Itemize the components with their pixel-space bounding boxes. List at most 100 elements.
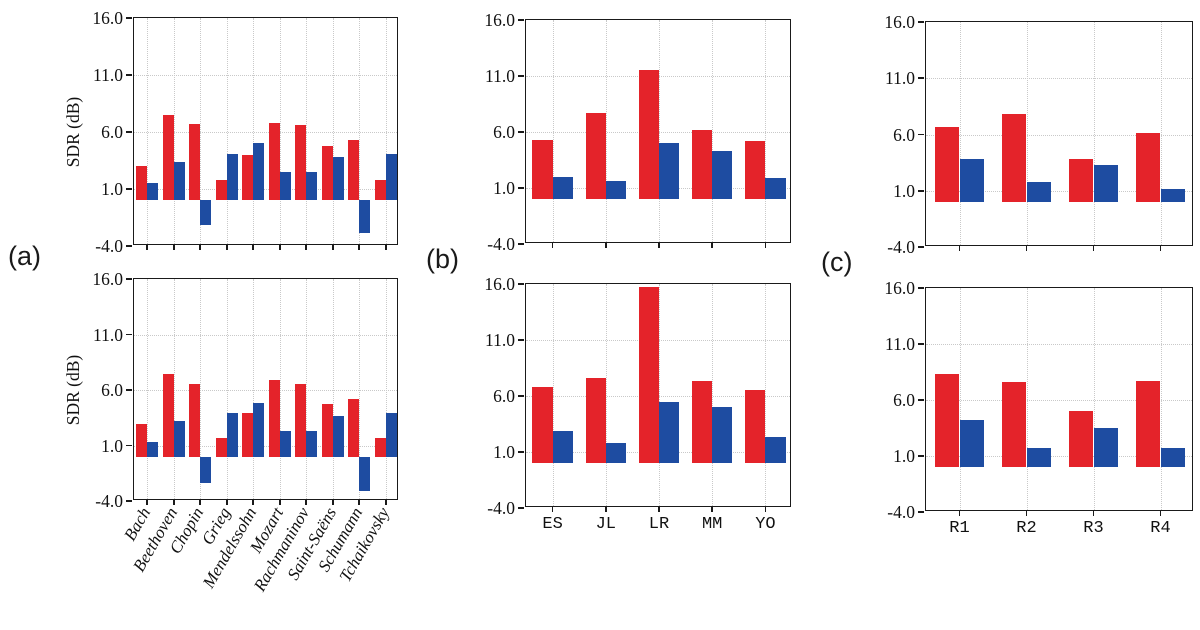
bar-blue: [226, 153, 238, 201]
x-tick-mark: [305, 499, 308, 505]
y-tick-mark: [518, 283, 524, 285]
bar-blue: [253, 403, 265, 457]
chart-b-bottom-subjects: -4.0 1.0 6.0 11.0 16.0 ES JL LR MM YO: [484, 274, 791, 534]
x-tick-mark: [358, 499, 361, 505]
chart-c-top-recordings: -4.0 1.0 6.0 11.0 16.0: [884, 12, 1193, 257]
gridline-vertical: [253, 18, 255, 244]
x-tick-mark: [172, 499, 175, 505]
bar-blue: [1026, 448, 1052, 468]
x-tick-mark: [551, 506, 554, 512]
y-tick-label: 11.0: [885, 334, 915, 354]
bar-blue: [1093, 164, 1119, 202]
bar-red: [638, 70, 659, 200]
bar-blue: [173, 161, 185, 201]
bar-blue: [659, 401, 680, 464]
x-tick-mark: [711, 506, 713, 512]
x-tick-label: JL: [595, 515, 616, 534]
bar-blue: [200, 200, 212, 226]
gridline-vertical: [765, 284, 767, 506]
x-tick-mark: [551, 242, 554, 248]
x-tick-mark: [958, 510, 961, 516]
bar-red: [585, 378, 606, 464]
gridline-vertical: [1093, 22, 1095, 245]
bar-red: [745, 140, 766, 200]
y-tick-mark: [518, 507, 524, 509]
y-tick-label: 16.0: [484, 274, 515, 294]
gridline-vertical: [1026, 288, 1028, 510]
gridline-vertical: [226, 279, 228, 499]
x-tick-mark: [605, 506, 607, 512]
gridline-vertical: [765, 20, 767, 242]
y-tick-mark: [918, 189, 924, 192]
x-tick-label: R1: [949, 519, 970, 538]
y-tick-label: 1.0: [893, 446, 915, 466]
gridline-horizontal: [134, 445, 397, 447]
y-tick-mark: [126, 131, 132, 133]
x-tick-mark: [225, 499, 228, 505]
bar-red: [934, 374, 960, 468]
bar-blue: [253, 143, 265, 201]
gridline-vertical: [279, 279, 281, 499]
bar-red: [321, 404, 333, 457]
y-tick-label: 1.0: [101, 179, 123, 199]
gridline-horizontal: [926, 78, 1192, 80]
bar-red: [268, 380, 280, 457]
x-tick-label: R2: [1016, 519, 1037, 538]
x-tick-mark: [146, 499, 149, 505]
gridline-vertical: [1160, 288, 1162, 510]
x-tick-mark: [146, 244, 149, 250]
x-tick-mark: [1159, 245, 1162, 251]
gridline-horizontal: [926, 190, 1192, 192]
bar-red: [268, 122, 280, 201]
y-tick-label: 11.0: [885, 68, 915, 89]
x-tick-mark: [1092, 245, 1095, 251]
bar-red: [189, 384, 201, 457]
x-tick-mark: [1025, 245, 1028, 251]
bar-red: [638, 287, 659, 464]
bar-blue: [552, 430, 573, 464]
gridline-vertical: [385, 279, 387, 499]
x-tick-mark: [331, 499, 334, 505]
y-tick-mark: [918, 399, 924, 401]
gridline-vertical: [226, 18, 228, 244]
x-tick-mark: [225, 244, 228, 250]
x-tick-label: YO: [755, 515, 776, 534]
x-tick-mark: [658, 506, 660, 512]
x-tick-mark: [958, 245, 961, 251]
gridline-vertical: [712, 20, 714, 242]
y-tick-mark: [518, 131, 524, 133]
y-tick-mark: [126, 278, 132, 280]
bar-blue: [306, 171, 318, 201]
y-tick-label: 6.0: [893, 390, 915, 410]
bar-blue: [712, 151, 733, 200]
gridline-vertical: [359, 279, 361, 499]
gridline-horizontal: [134, 75, 397, 76]
y-tick-label: 16.0: [884, 12, 915, 32]
x-tick-mark: [658, 242, 660, 248]
bar-blue: [226, 413, 238, 457]
chart-b-top-subjects: -4.0 1.0 6.0 11.0 16.0: [484, 10, 791, 254]
gridline-vertical: [332, 18, 334, 244]
y-tick-label: 6.0: [493, 122, 515, 142]
gridline-vertical: [306, 18, 308, 244]
y-tick-label: 16.0: [484, 10, 515, 30]
bar-blue: [1160, 188, 1186, 202]
y-tick-label: 1.0: [493, 442, 515, 462]
x-tick-mark: [764, 242, 767, 248]
y-tick-mark: [518, 19, 524, 21]
bar-red: [1001, 382, 1027, 468]
y-tick-label: 6.0: [893, 124, 915, 145]
gridline-vertical: [147, 18, 149, 244]
y-axis-label-text: SDR (dB): [63, 96, 83, 168]
gridline-horizontal: [926, 456, 1192, 457]
bar-blue: [173, 421, 185, 457]
x-tick-mark: [1092, 510, 1095, 516]
gridline-vertical: [306, 279, 308, 499]
x-tick-mark: [305, 244, 308, 250]
y-tick-mark: [518, 395, 524, 397]
bar-red: [136, 166, 148, 201]
bar-blue: [279, 171, 291, 201]
y-tick-label: 6.0: [493, 386, 515, 406]
y-tick-label: 6.0: [101, 122, 123, 142]
